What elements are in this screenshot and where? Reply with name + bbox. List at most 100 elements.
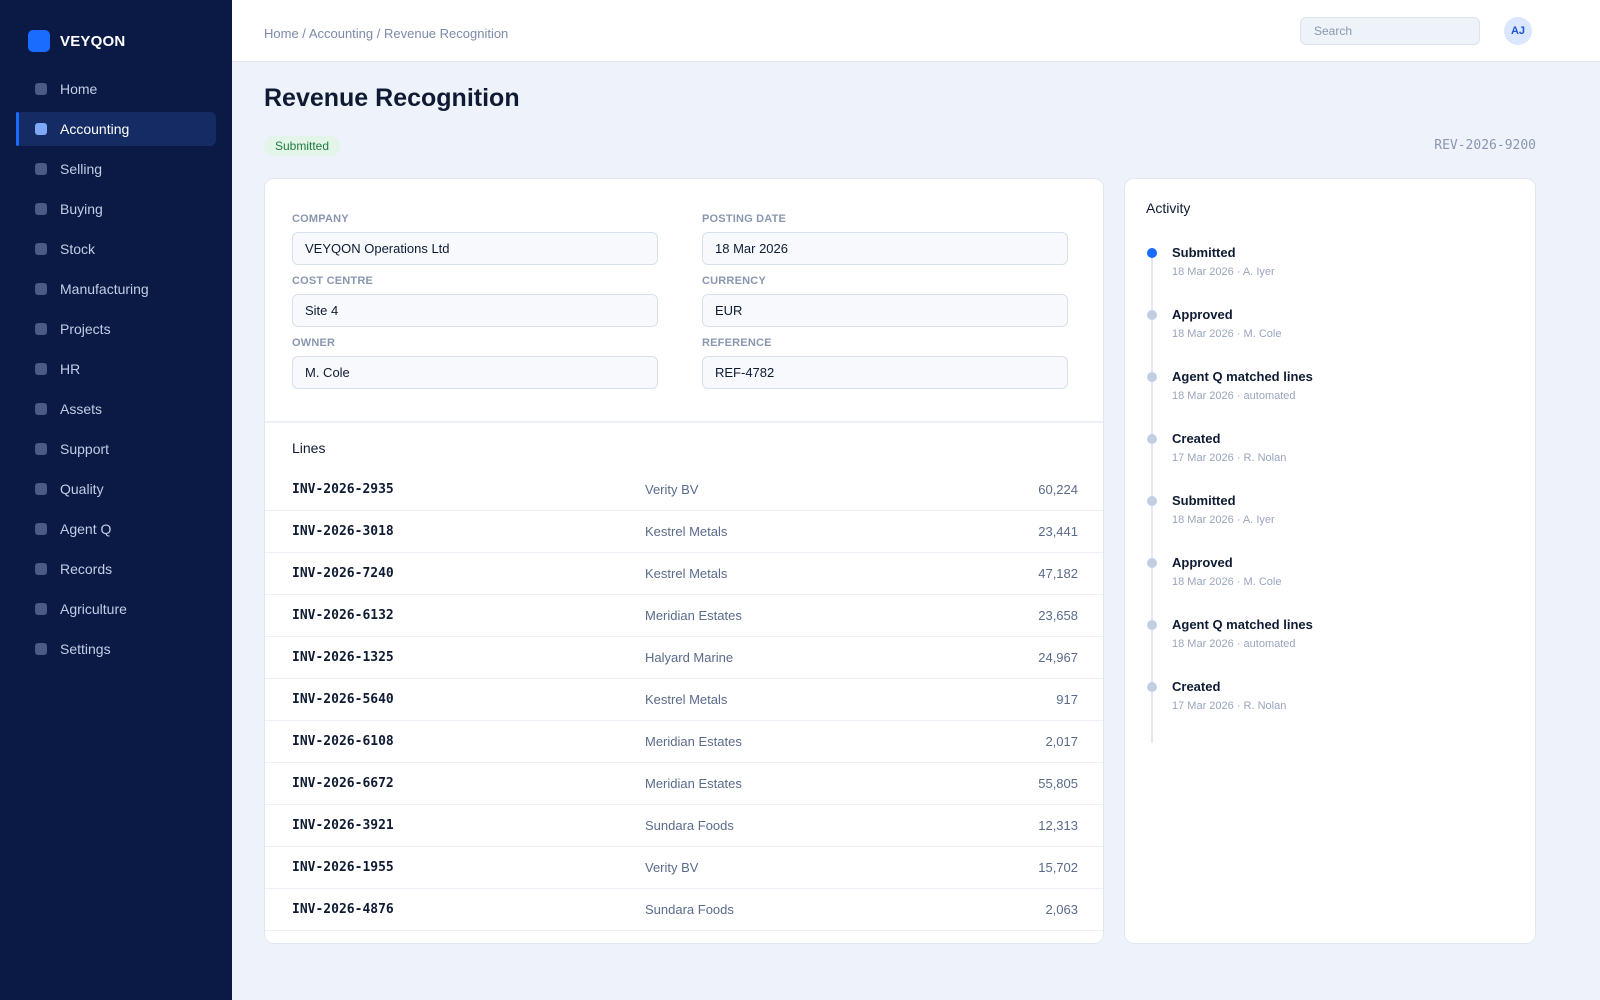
invoice-number[interactable]: INV-2026-3018 — [292, 524, 394, 539]
sidebar-item-selling[interactable]: Selling — [16, 152, 216, 186]
timeline-dot-icon — [1147, 434, 1157, 444]
currency-label: CURRENCY — [702, 275, 766, 287]
reference-label: REFERENCE — [702, 337, 772, 349]
sidebar-item-home[interactable]: Home — [16, 72, 216, 106]
square-bullet-icon — [35, 443, 47, 455]
line-amount: 917 — [1056, 692, 1078, 707]
activity-item-title: Submitted — [1172, 245, 1236, 260]
posting-date-field: POSTING DATE 18 Mar 2026 — [702, 213, 1068, 265]
timeline-dot-icon — [1147, 620, 1157, 630]
invoice-number[interactable]: INV-2026-6672 — [292, 776, 394, 791]
cost-centre-input[interactable]: Site 4 — [292, 294, 658, 327]
table-row[interactable]: INV-2026-2935 Verity BV 60,224 — [265, 469, 1103, 511]
square-bullet-icon — [35, 603, 47, 615]
customer-name: Halyard Marine — [645, 650, 734, 665]
line-amount: 60,224 — [1038, 482, 1078, 497]
activity-item: Approved 18 Mar 2026 · M. Cole — [1146, 307, 1313, 369]
company-field: COMPANY VEYQON Operations Ltd — [292, 213, 658, 265]
timeline-dot-icon — [1147, 248, 1157, 258]
invoice-number[interactable]: INV-2026-1955 — [292, 860, 394, 875]
sidebar-item-label: Stock — [60, 241, 96, 257]
owner-label: OWNER — [292, 337, 336, 349]
top-bar: Home / Accounting / Revenue Recognition … — [232, 0, 1600, 62]
invoice-number[interactable]: INV-2026-6132 — [292, 608, 394, 623]
table-row[interactable]: INV-2026-3921 Sundara Foods 12,313 — [265, 805, 1103, 847]
sidebar-item-label: Selling — [60, 161, 103, 177]
table-row[interactable]: INV-2026-5640 Kestrel Metals 917 — [265, 679, 1103, 721]
company-input[interactable]: VEYQON Operations Ltd — [292, 232, 658, 265]
breadcrumb-accounting[interactable]: Accounting — [308, 26, 374, 41]
posting-date-label: POSTING DATE — [702, 213, 787, 225]
sidebar-item-stock[interactable]: Stock — [16, 232, 216, 266]
line-amount: 24,967 — [1038, 650, 1078, 665]
sidebar-item-quality[interactable]: Quality — [16, 472, 216, 506]
currency-input[interactable]: EUR — [702, 294, 1068, 327]
sidebar-item-label: Quality — [60, 481, 104, 497]
owner-input[interactable]: M. Cole — [292, 356, 658, 389]
sidebar-item-accounting[interactable]: Accounting — [16, 112, 216, 146]
invoice-number[interactable]: INV-2026-1325 — [292, 650, 394, 665]
sidebar-nav: Home Accounting Selling Buying Stock Man… — [16, 72, 216, 672]
square-bullet-icon — [35, 403, 47, 415]
sidebar-item-buying[interactable]: Buying — [16, 192, 216, 226]
avatar[interactable]: AJ — [1504, 17, 1532, 45]
invoice-number[interactable]: INV-2026-3921 — [292, 818, 394, 833]
invoice-number[interactable]: INV-2026-2935 — [292, 482, 394, 497]
table-row[interactable]: INV-2026-6108 Meridian Estates 2,017 — [265, 721, 1103, 763]
table-row[interactable]: INV-2026-6132 Meridian Estates 23,658 — [265, 595, 1103, 637]
activity-item: Created 17 Mar 2026 · R. Nolan — [1146, 679, 1313, 741]
sidebar-item-agent-q[interactable]: Agent Q — [16, 512, 216, 546]
reference-input[interactable]: REF-4782 — [702, 356, 1068, 389]
square-bullet-icon — [35, 523, 47, 535]
table-row[interactable]: INV-2026-1955 Verity BV 15,702 — [265, 847, 1103, 889]
sidebar-item-settings[interactable]: Settings — [16, 632, 216, 666]
table-row[interactable]: INV-2026-3018 Kestrel Metals 23,441 — [265, 511, 1103, 553]
sidebar-item-agriculture[interactable]: Agriculture — [16, 592, 216, 626]
table-row[interactable]: INV-2026-7240 Kestrel Metals 47,182 — [265, 553, 1103, 595]
activity-item-meta: 17 Mar 2026 · R. Nolan — [1172, 452, 1287, 464]
square-bullet-icon — [35, 163, 47, 175]
status-badge: Submitted — [264, 136, 341, 156]
square-bullet-icon — [35, 83, 47, 95]
line-amount: 55,805 — [1038, 776, 1078, 791]
activity-item-title: Created — [1172, 431, 1221, 446]
brand-logo-icon — [28, 30, 50, 52]
search-input[interactable] — [1300, 17, 1480, 45]
sidebar-item-manufacturing[interactable]: Manufacturing — [16, 272, 216, 306]
line-amount: 15,702 — [1038, 860, 1078, 875]
invoice-number[interactable]: INV-2026-7240 — [292, 566, 394, 581]
breadcrumb-home[interactable]: Home — [264, 26, 299, 41]
invoice-number[interactable]: INV-2026-4876 — [292, 902, 394, 917]
sidebar-item-assets[interactable]: Assets — [16, 392, 216, 426]
table-row[interactable]: INV-2026-6672 Meridian Estates 55,805 — [265, 763, 1103, 805]
sidebar-item-projects[interactable]: Projects — [16, 312, 216, 346]
sidebar-item-label: HR — [60, 361, 81, 377]
table-row[interactable]: INV-2026-1325 Halyard Marine 24,967 — [265, 637, 1103, 679]
sidebar-item-support[interactable]: Support — [16, 432, 216, 466]
square-bullet-icon — [35, 203, 47, 215]
line-amount: 47,182 — [1038, 566, 1078, 581]
activity-item-meta: 18 Mar 2026 · automated — [1172, 638, 1296, 650]
posting-date-input[interactable]: 18 Mar 2026 — [702, 232, 1068, 265]
square-bullet-icon — [35, 323, 47, 335]
brand[interactable]: VEYQON — [28, 30, 125, 52]
breadcrumb-separator: / — [298, 26, 309, 41]
activity-item-meta: 18 Mar 2026 · A. Iyer — [1172, 266, 1275, 278]
square-bullet-icon — [35, 243, 47, 255]
invoice-number[interactable]: INV-2026-6108 — [292, 734, 394, 749]
invoice-number[interactable]: INV-2026-5640 — [292, 692, 394, 707]
lines-table: INV-2026-2935 Verity BV 60,224 INV-2026-… — [265, 469, 1103, 931]
customer-name: Verity BV — [645, 482, 699, 497]
activity-item: Agent Q matched lines 18 Mar 2026 · auto… — [1146, 369, 1313, 431]
line-amount: 2,063 — [1045, 902, 1078, 917]
document-id: REV-2026-9200 — [1434, 138, 1536, 153]
customer-name: Meridian Estates — [645, 776, 742, 791]
section-divider — [265, 421, 1103, 423]
sidebar-item-hr[interactable]: HR — [16, 352, 216, 386]
table-row[interactable]: INV-2026-4876 Sundara Foods 2,063 — [265, 889, 1103, 931]
activity-item: Submitted 18 Mar 2026 · A. Iyer — [1146, 245, 1313, 307]
sidebar-item-records[interactable]: Records — [16, 552, 216, 586]
sidebar-item-label: Accounting — [60, 121, 130, 137]
square-bullet-icon — [35, 363, 47, 375]
customer-name: Meridian Estates — [645, 734, 742, 749]
